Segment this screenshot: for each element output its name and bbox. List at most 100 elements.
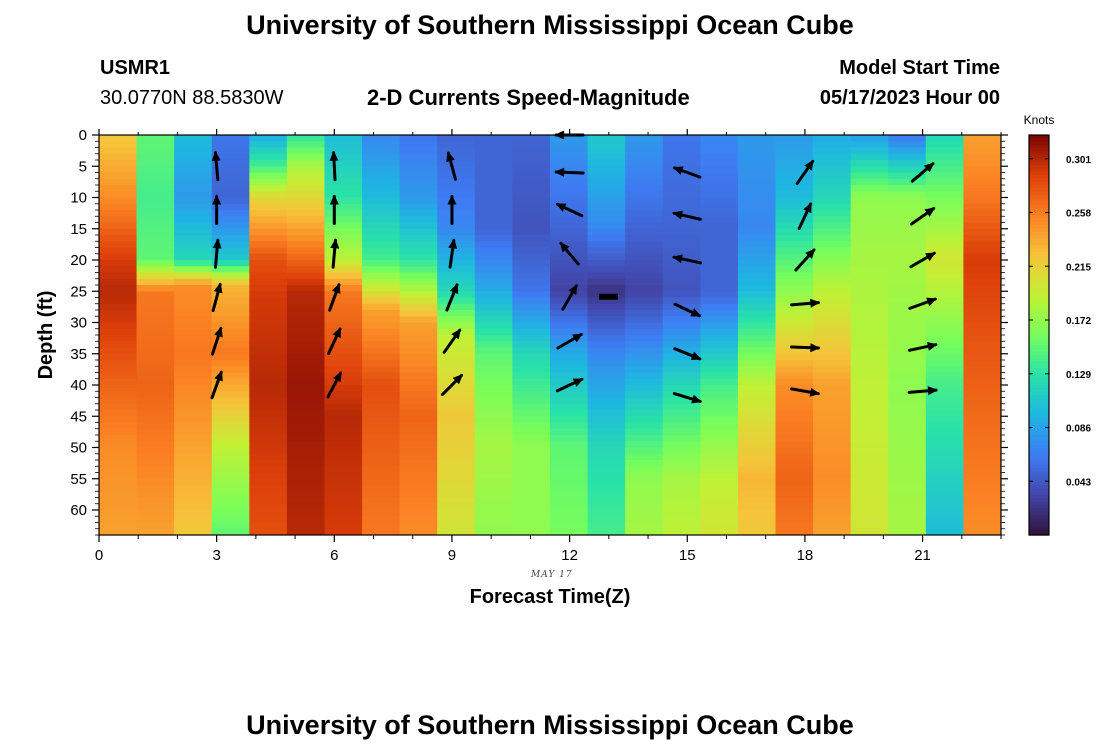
heatmap-cell [474, 403, 514, 411]
heatmap-cell [99, 216, 138, 224]
heatmap-cell [249, 466, 288, 474]
heatmap-cell [362, 247, 401, 255]
heatmap-cell [437, 522, 476, 530]
heatmap-cell [249, 385, 288, 392]
heatmap-cell [813, 447, 852, 455]
heatmap-cell [737, 510, 777, 517]
heatmap-cell [888, 410, 927, 417]
colorbar-segment [1029, 295, 1049, 299]
heatmap-cell [174, 453, 213, 461]
heatmap-cell [512, 322, 551, 330]
colorbar-segment [1029, 458, 1049, 463]
colorbar-segment [1029, 348, 1049, 353]
heatmap-cell [550, 135, 589, 142]
heatmap-cell [211, 260, 250, 267]
heatmap-cell [286, 222, 326, 230]
heatmap-cell [587, 178, 626, 186]
heatmap-cell [850, 266, 889, 274]
heatmap-cell [813, 247, 852, 255]
heatmap-cell [625, 353, 664, 361]
heatmap-cell [850, 185, 889, 192]
heatmap-cell [99, 247, 138, 255]
heatmap-cell [662, 472, 701, 480]
heatmap-cell [512, 210, 551, 217]
heatmap-cell [211, 453, 250, 461]
heatmap-cell [925, 422, 965, 430]
heatmap-cell [286, 291, 326, 299]
heatmap-cell [399, 497, 438, 505]
heatmap-cell [587, 335, 626, 342]
heatmap-cell [813, 435, 852, 442]
heatmap-cell [550, 428, 589, 436]
heatmap-cell [662, 378, 701, 386]
heatmap-cell [99, 360, 138, 367]
heatmap-cell [211, 478, 250, 486]
colorbar-segment [1029, 255, 1049, 259]
heatmap-cell [362, 378, 401, 386]
heatmap-cell [474, 335, 514, 342]
heatmap-cell [662, 316, 701, 324]
heatmap-cell [249, 478, 288, 486]
heatmap-cell [362, 235, 401, 242]
heatmap-cell [850, 253, 889, 261]
heatmap-cell [286, 385, 326, 392]
heatmap-cell [174, 522, 213, 530]
heatmap-cell [362, 291, 401, 299]
heatmap-cell [174, 385, 213, 392]
heatmap-cell [249, 422, 288, 430]
heatmap-cell [813, 228, 852, 236]
heatmap-cell [249, 222, 288, 230]
heatmap-cell [850, 422, 889, 430]
heatmap-cell [399, 285, 438, 292]
heatmap-cell [136, 460, 175, 467]
heatmap-cell [286, 485, 326, 492]
heatmap-cell [587, 278, 626, 286]
heatmap-cell [512, 466, 551, 474]
heatmap-cell [174, 247, 213, 255]
heatmap-cell [700, 222, 739, 230]
heatmap-cell [813, 253, 852, 261]
heatmap-cell [211, 360, 250, 367]
heatmap-cell [399, 378, 438, 386]
heatmap-cell [737, 197, 777, 205]
heatmap-cell [362, 316, 401, 324]
heatmap-cell [437, 316, 476, 324]
heatmap-cell [211, 135, 250, 142]
heatmap-cell [174, 422, 213, 430]
heatmap-cell [963, 297, 1001, 305]
heatmap-cell [700, 522, 739, 530]
heatmap-cell [399, 335, 438, 342]
heatmap-cell [963, 503, 1001, 511]
heatmap-cell [512, 503, 551, 511]
colorbar-segment [1029, 318, 1049, 323]
heatmap-cell [174, 172, 213, 180]
heatmap-cell [249, 460, 288, 467]
heatmap-cell [888, 247, 927, 255]
heatmap-cell [925, 285, 965, 292]
colorbar-segment [1029, 398, 1049, 403]
heatmap-cell [662, 522, 701, 530]
heatmap-cell [362, 322, 401, 330]
heatmap-cell [662, 341, 701, 349]
heatmap-cell [888, 216, 927, 224]
heatmap-cell [850, 316, 889, 324]
heatmap-cell [249, 366, 288, 374]
heatmap-cell [700, 135, 739, 142]
heatmap-cell [925, 278, 965, 286]
heatmap-cell [474, 391, 514, 399]
heatmap-cell [925, 216, 965, 224]
heatmap-cell [362, 253, 401, 261]
heatmap-cell [813, 441, 852, 449]
heatmap-cell [700, 310, 739, 317]
heatmap-cell [737, 485, 777, 492]
heatmap-cell [211, 166, 250, 174]
heatmap-cell [399, 278, 438, 286]
current-vector [555, 377, 584, 393]
heatmap-cell [512, 335, 551, 342]
heatmap-cell [136, 410, 175, 417]
heatmap-cell [625, 522, 664, 530]
heatmap-cell [888, 516, 927, 524]
heatmap-cell [587, 160, 626, 167]
colorbar-segment [1029, 191, 1049, 196]
heatmap-cell [737, 297, 777, 305]
